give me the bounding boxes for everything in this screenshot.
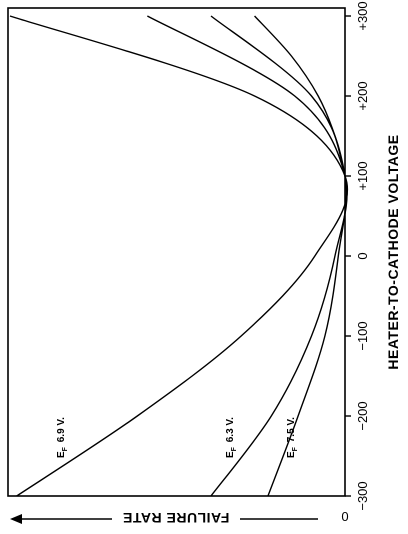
- curve-1: [9, 15, 349, 497]
- y-axis-title: FAILURE RATE: [123, 510, 230, 526]
- y-axis-origin-label: 0: [341, 509, 348, 524]
- plot-frame: [7, 7, 346, 497]
- curve-2: [147, 15, 348, 497]
- x-axis-title: HEATER-TO-CATHODE VOLTAGE: [385, 134, 401, 369]
- x-tick-label-200: +200: [355, 81, 370, 110]
- x-tick-label--300: −300: [355, 481, 370, 510]
- curve-label-1: EF 6.9 V.: [56, 417, 69, 458]
- x-tick-label--100: −100: [355, 321, 370, 350]
- curve-label-2: EF 6.3 V.: [225, 417, 238, 458]
- curve-label-3: EF 7.5 V.: [286, 417, 299, 458]
- curve-3: [210, 15, 348, 497]
- x-axis-ticks: [345, 15, 351, 497]
- y-axis-arrowhead: [10, 514, 22, 524]
- y-axis-title-group: FAILURE RATE 0: [10, 509, 349, 526]
- curve-4-upper: [254, 15, 346, 177]
- x-tick-label-0: 0: [355, 252, 370, 259]
- curves: [9, 15, 349, 497]
- curve-labels: EF 6.9 V. EF 6.3 V. EF 7.5 V.: [56, 417, 299, 458]
- x-tick-label--200: −200: [355, 401, 370, 430]
- x-axis-tick-labels: −300 −200 −100 0 +100 +200 +300: [355, 1, 370, 510]
- x-tick-label-300: +300: [355, 1, 370, 30]
- x-tick-label-100: +100: [355, 161, 370, 190]
